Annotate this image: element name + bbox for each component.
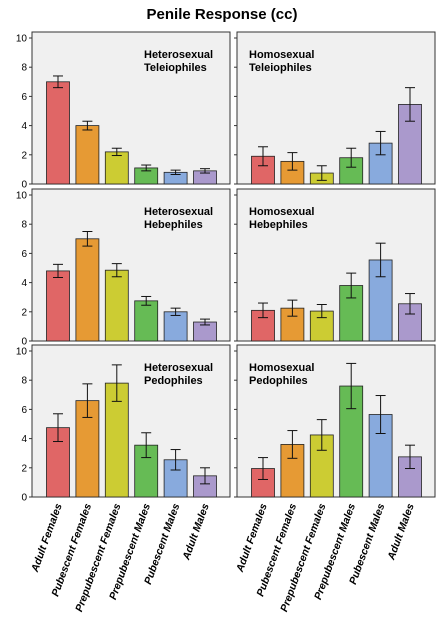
x-tick-label: Prepubescent Females	[278, 502, 328, 614]
panel-title: Pedophiles	[249, 375, 308, 387]
bar	[134, 444, 159, 498]
y-tick-label: 8	[21, 63, 27, 74]
y-tick-label: 8	[21, 376, 27, 387]
bar	[280, 160, 305, 185]
x-tick-label: Adult Females	[29, 502, 65, 575]
panel-title: Homosexual	[249, 362, 314, 374]
x-tick-label: Pubescent Males	[347, 502, 387, 586]
bar	[134, 300, 159, 342]
y-tick-label: 10	[16, 34, 28, 45]
bar	[46, 270, 70, 342]
bar	[134, 167, 159, 185]
y-tick-label: 0	[21, 180, 27, 191]
y-tick-label: 2	[21, 150, 27, 161]
panel-title: Heterosexual	[144, 49, 213, 61]
x-tick-label: Prepubescent Males	[312, 502, 358, 602]
panel-title: Hebephiles	[249, 219, 308, 231]
panel-frame	[236, 31, 436, 185]
bar	[193, 170, 217, 185]
y-tick-label: 10	[16, 347, 28, 358]
x-tick-label: Pubescent Females	[254, 502, 299, 598]
y-tick-label: 2	[21, 463, 27, 474]
bar	[75, 238, 100, 342]
y-tick-label: 0	[21, 493, 27, 504]
panel-frame	[31, 31, 231, 185]
panel-title: Teleiophiles	[144, 62, 207, 74]
panel-title: Teleiophiles	[249, 62, 312, 74]
y-tick-label: 8	[21, 220, 27, 231]
bar	[251, 309, 275, 342]
bar	[104, 382, 129, 498]
bar	[368, 142, 393, 185]
y-tick-label: 6	[21, 249, 27, 260]
bar	[309, 310, 334, 342]
y-tick-label: 6	[21, 405, 27, 416]
panel-frame	[236, 188, 436, 342]
panel-title: Homosexual	[249, 49, 314, 61]
bar	[251, 155, 275, 185]
bar	[75, 400, 100, 498]
bar	[46, 427, 70, 498]
bar	[309, 172, 334, 185]
bar	[280, 307, 305, 342]
bar	[163, 171, 188, 185]
panel-title: Homosexual	[249, 206, 314, 218]
bar	[193, 321, 217, 342]
x-tick-label: Prepubescent Females	[73, 502, 123, 614]
panel-title: Heterosexual	[144, 362, 213, 374]
x-tick-label: Adult Males	[180, 502, 212, 563]
y-tick-label: 4	[21, 434, 27, 445]
bar	[339, 285, 364, 342]
bar	[309, 434, 334, 498]
bar	[163, 459, 188, 498]
y-tick-label: 0	[21, 337, 27, 348]
x-tick-label: Adult Females	[234, 502, 270, 575]
bar	[368, 259, 393, 342]
panel-title: Pedophiles	[144, 375, 203, 387]
bar	[280, 444, 305, 498]
bar	[163, 311, 188, 342]
x-tick-label: Adult Males	[385, 502, 417, 563]
panel-frame	[31, 188, 231, 342]
bar	[368, 414, 393, 498]
bar	[339, 385, 364, 498]
y-tick-label: 6	[21, 92, 27, 103]
bar	[398, 303, 422, 342]
bar	[46, 81, 70, 185]
bar	[75, 125, 100, 185]
bar	[251, 468, 275, 498]
chart-title: Penile Response (cc)	[146, 6, 298, 23]
x-tick-label: Prepubescent Males	[107, 502, 153, 602]
panel-title: Hebephiles	[144, 219, 203, 231]
x-tick-label: Pubescent Males	[142, 502, 182, 586]
bar	[193, 475, 217, 498]
panel-frame	[236, 344, 436, 498]
panel-title: Heterosexual	[144, 206, 213, 218]
bar	[104, 269, 129, 342]
y-tick-label: 4	[21, 278, 27, 289]
bar	[104, 151, 129, 185]
bar	[398, 456, 422, 498]
y-tick-label: 2	[21, 307, 27, 318]
panel-frame	[31, 344, 231, 498]
bar	[398, 104, 422, 185]
y-tick-label: 4	[21, 121, 27, 132]
y-tick-label: 10	[16, 191, 28, 202]
x-tick-label: Pubescent Females	[49, 502, 94, 598]
bar	[339, 157, 364, 185]
